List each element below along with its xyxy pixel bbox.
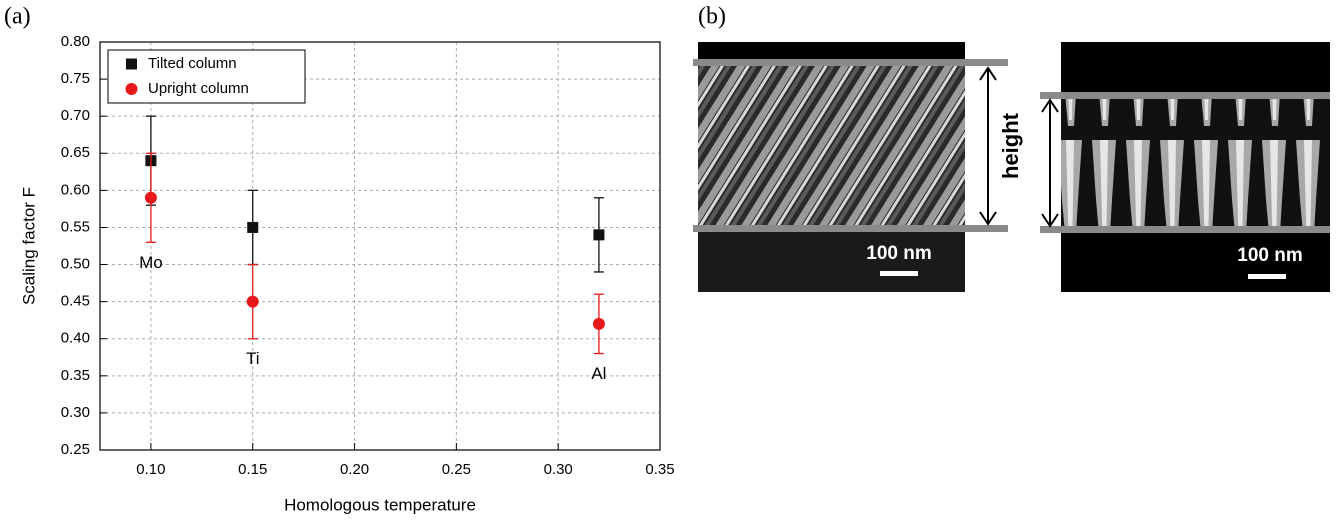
- x-tick-label: 0.30: [544, 461, 573, 478]
- y-tick-label: 0.80: [61, 33, 90, 50]
- x-tick-label: 0.25: [442, 461, 471, 478]
- point-label: Al: [591, 364, 606, 383]
- x-axis-label: Homologous temperature: [284, 495, 476, 514]
- legend-box: [107, 49, 306, 104]
- plot-frame: [99, 41, 661, 451]
- y-axis-label: Scaling factor F: [19, 187, 38, 305]
- y-tick-label: 0.25: [61, 441, 90, 458]
- marker: [144, 191, 157, 204]
- legend-marker: [125, 83, 138, 95]
- scale-label: 100 nm: [866, 243, 931, 264]
- legend-label: Tilted column: [148, 55, 237, 72]
- micrograph-left: height 100 nm: [693, 42, 1023, 292]
- x-tick-label: 0.35: [645, 461, 674, 478]
- x-tick-label: 0.10: [136, 461, 165, 478]
- y-tick-label: 0.60: [61, 181, 90, 198]
- panel-label: (b): [698, 4, 726, 30]
- y-tick-label: 0.50: [61, 256, 90, 273]
- height-label: height: [998, 112, 1023, 179]
- y-tick-label: 0.30: [61, 404, 90, 421]
- y-tick-label: 0.55: [61, 218, 90, 235]
- marker: [246, 295, 259, 308]
- point-label: Mo: [139, 253, 163, 272]
- marker: [592, 317, 605, 330]
- y-tick-label: 0.35: [61, 367, 90, 384]
- y-tick-label: 0.65: [61, 144, 90, 161]
- scale-label: 100 nm: [1237, 245, 1302, 266]
- marker: [593, 229, 605, 241]
- marker: [247, 221, 259, 233]
- x-tick-label: 0.15: [238, 461, 267, 478]
- legend-label: Upright column: [148, 80, 249, 97]
- y-tick-label: 0.40: [61, 330, 90, 347]
- y-tick-label: 0.45: [61, 293, 90, 310]
- legend-marker: [126, 58, 137, 70]
- point-label: Ti: [246, 349, 260, 368]
- y-tick-label: 0.75: [61, 70, 90, 87]
- x-tick-label: 0.20: [340, 461, 369, 478]
- panel-label: (a): [4, 4, 31, 30]
- micrograph-right: 100 nm: [1040, 42, 1330, 292]
- y-tick-label: 0.70: [61, 107, 90, 124]
